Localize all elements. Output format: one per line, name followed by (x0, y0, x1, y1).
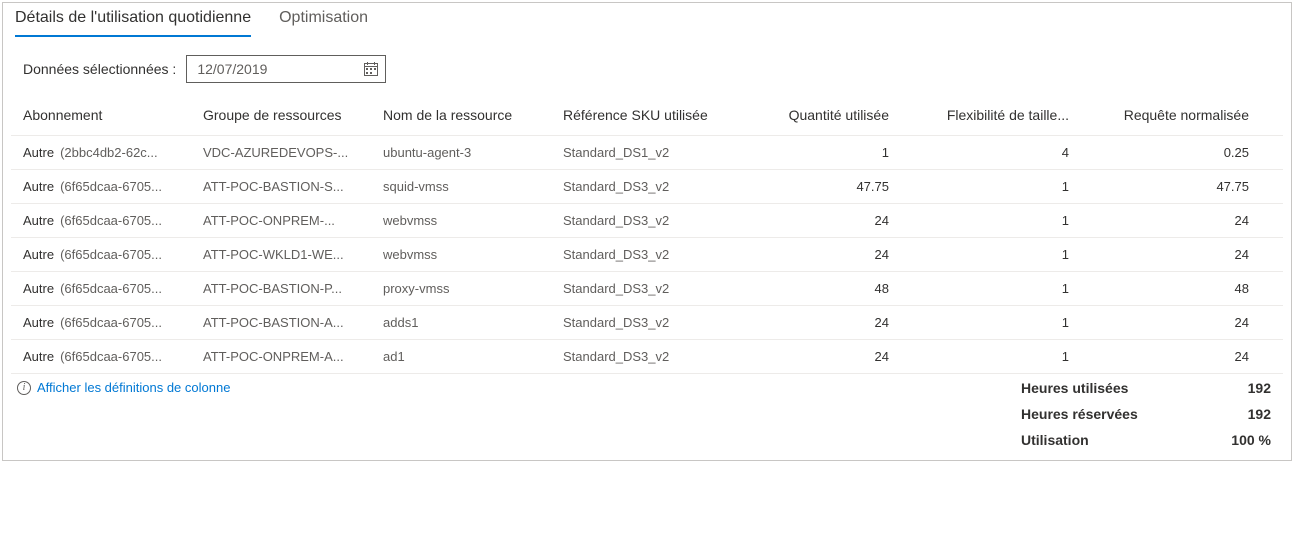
table-header: Abonnement Groupe de ressources Nom de l… (11, 97, 1283, 136)
cell-subscription: Autre(6f65dcaa-6705... (23, 349, 203, 364)
cell-quantity: 24 (743, 213, 903, 228)
cell-sku: Standard_DS3_v2 (563, 247, 743, 262)
cell-subscription: Autre(2bbc4db2-62c... (23, 145, 203, 160)
cell-resource-name: webvmss (383, 213, 563, 228)
table-row[interactable]: Autre(6f65dcaa-6705...ATT-POC-BASTION-S.… (11, 170, 1283, 204)
col-subscription[interactable]: Abonnement (23, 107, 203, 123)
cell-subscription: Autre(6f65dcaa-6705... (23, 281, 203, 296)
cell-quantity: 24 (743, 247, 903, 262)
col-flexibility[interactable]: Flexibilité de taille... (903, 107, 1083, 123)
table-row[interactable]: Autre(2bbc4db2-62c...VDC-AZUREDEVOPS-...… (11, 136, 1283, 170)
tab-optimization[interactable]: Optimisation (279, 3, 368, 37)
cell-flexibility: 1 (903, 247, 1083, 262)
cell-resource-group: ATT-POC-BASTION-A... (203, 315, 383, 330)
table-row[interactable]: Autre(6f65dcaa-6705...ATT-POC-BASTION-P.… (11, 272, 1283, 306)
summary-utilization-label: Utilisation (1021, 432, 1191, 448)
table-row[interactable]: Autre(6f65dcaa-6705...ATT-POC-ONPREM-A..… (11, 340, 1283, 374)
cell-flexibility: 1 (903, 315, 1083, 330)
date-picker[interactable]: 12/07/2019 (186, 55, 386, 83)
cell-resource-name: ubuntu-agent-3 (383, 145, 563, 160)
cell-normalized: 47.75 (1083, 179, 1263, 194)
cell-quantity: 24 (743, 349, 903, 364)
cell-sku: Standard_DS3_v2 (563, 179, 743, 194)
date-label: Données sélectionnées : (23, 61, 176, 77)
cell-resource-name: squid-vmss (383, 179, 563, 194)
cell-quantity: 1 (743, 145, 903, 160)
cell-flexibility: 1 (903, 349, 1083, 364)
cell-resource-group: ATT-POC-ONPREM-A... (203, 349, 383, 364)
summary-used-label: Heures utilisées (1021, 380, 1191, 396)
cell-quantity: 48 (743, 281, 903, 296)
show-column-definitions-link[interactable]: i Afficher les définitions de colonne (17, 380, 230, 395)
cell-resource-group: ATT-POC-BASTION-P... (203, 281, 383, 296)
summary-reserved-value: 192 (1191, 406, 1271, 422)
cell-flexibility: 4 (903, 145, 1083, 160)
cell-resource-group: ATT-POC-BASTION-S... (203, 179, 383, 194)
cell-resource-group: ATT-POC-WKLD1-WE... (203, 247, 383, 262)
cell-normalized: 24 (1083, 247, 1263, 262)
cell-normalized: 24 (1083, 349, 1263, 364)
cell-quantity: 24 (743, 315, 903, 330)
table-footer: i Afficher les définitions de colonne He… (3, 374, 1291, 448)
cell-sku: Standard_DS3_v2 (563, 213, 743, 228)
date-value: 12/07/2019 (197, 61, 267, 77)
table-body: Autre(2bbc4db2-62c...VDC-AZUREDEVOPS-...… (11, 136, 1283, 374)
usage-table: Abonnement Groupe de ressources Nom de l… (3, 97, 1291, 374)
cell-subscription: Autre(6f65dcaa-6705... (23, 213, 203, 228)
usage-panel: Détails de l'utilisation quotidienne Opt… (2, 2, 1292, 461)
cell-resource-group: VDC-AZUREDEVOPS-... (203, 145, 383, 160)
col-resource-name[interactable]: Nom de la ressource (383, 107, 563, 123)
summary-used-value: 192 (1191, 380, 1271, 396)
cell-resource-name: adds1 (383, 315, 563, 330)
footer-link-text: Afficher les définitions de colonne (37, 380, 230, 395)
cell-quantity: 47.75 (743, 179, 903, 194)
col-normalized[interactable]: Requête normalisée (1083, 107, 1263, 123)
cell-sku: Standard_DS3_v2 (563, 281, 743, 296)
cell-resource-name: proxy-vmss (383, 281, 563, 296)
cell-sku: Standard_DS3_v2 (563, 349, 743, 364)
cell-normalized: 48 (1083, 281, 1263, 296)
summary-reserved-label: Heures réservées (1021, 406, 1191, 422)
tab-daily-usage[interactable]: Détails de l'utilisation quotidienne (15, 3, 251, 37)
usage-summary: Heures utilisées 192 Heures réservées 19… (1021, 380, 1271, 448)
cell-flexibility: 1 (903, 281, 1083, 296)
cell-subscription: Autre(6f65dcaa-6705... (23, 247, 203, 262)
summary-utilization-value: 100 % (1191, 432, 1271, 448)
date-selector-row: Données sélectionnées : 12/07/2019 (3, 37, 1291, 97)
cell-normalized: 24 (1083, 213, 1263, 228)
col-sku[interactable]: Référence SKU utilisée (563, 107, 743, 123)
table-row[interactable]: Autre(6f65dcaa-6705...ATT-POC-ONPREM-...… (11, 204, 1283, 238)
tab-bar: Détails de l'utilisation quotidienne Opt… (3, 3, 1291, 37)
cell-flexibility: 1 (903, 213, 1083, 228)
col-quantity[interactable]: Quantité utilisée (743, 107, 903, 123)
col-resource-group[interactable]: Groupe de ressources (203, 107, 383, 123)
calendar-icon (363, 61, 379, 77)
cell-flexibility: 1 (903, 179, 1083, 194)
cell-resource-group: ATT-POC-ONPREM-... (203, 213, 383, 228)
cell-resource-name: webvmss (383, 247, 563, 262)
cell-sku: Standard_DS1_v2 (563, 145, 743, 160)
cell-resource-name: ad1 (383, 349, 563, 364)
cell-subscription: Autre(6f65dcaa-6705... (23, 179, 203, 194)
table-row[interactable]: Autre(6f65dcaa-6705...ATT-POC-BASTION-A.… (11, 306, 1283, 340)
cell-normalized: 24 (1083, 315, 1263, 330)
cell-normalized: 0.25 (1083, 145, 1263, 160)
cell-subscription: Autre(6f65dcaa-6705... (23, 315, 203, 330)
info-icon: i (17, 381, 31, 395)
cell-sku: Standard_DS3_v2 (563, 315, 743, 330)
table-row[interactable]: Autre(6f65dcaa-6705...ATT-POC-WKLD1-WE..… (11, 238, 1283, 272)
